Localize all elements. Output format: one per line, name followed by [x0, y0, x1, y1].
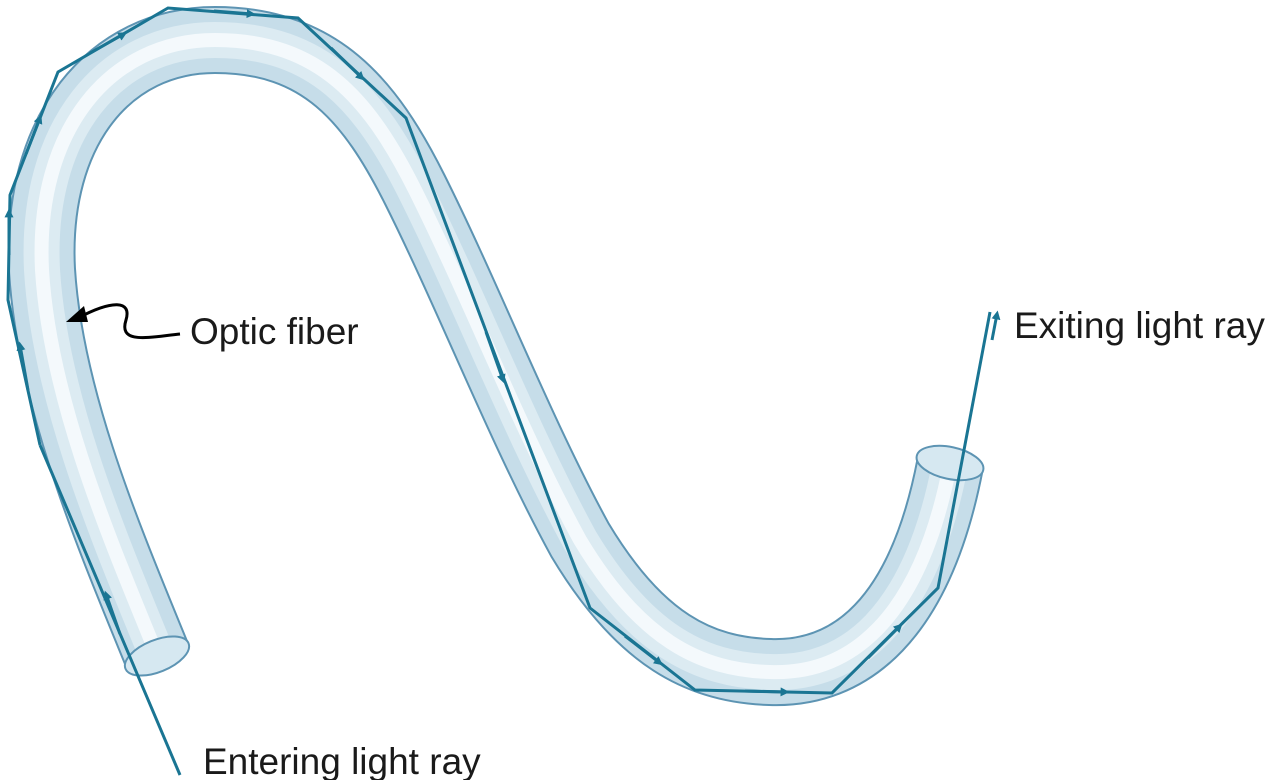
optic-fiber-label: Optic fiber [190, 311, 359, 352]
ray-arrow [744, 687, 790, 697]
ray-arrow [484, 331, 506, 384]
optic-fiber-pointer [66, 303, 181, 340]
optic-fiber-tube [7, 6, 985, 707]
entering-ray-segment [38, 444, 182, 776]
ray-arrow [624, 634, 663, 666]
fiber-highlight [34, 33, 957, 680]
light-ray-zigzag [4, 6, 1001, 776]
ray-arrow [329, 46, 365, 81]
exiting-ray-label: Exiting light ray [1014, 305, 1265, 346]
entering-ray-label: Entering light ray [203, 741, 481, 780]
ray-arrow [89, 32, 128, 55]
ray-arrow [866, 623, 903, 660]
ray-arrow [990, 310, 1001, 341]
ray-arrow [103, 590, 122, 635]
fiber-exit-end [915, 444, 985, 482]
ray-arrow [16, 341, 30, 391]
pointer-arrowhead [66, 306, 88, 322]
pointer-squiggle [77, 303, 181, 340]
fiber-entry-end [123, 635, 191, 677]
ray-arrow [24, 114, 43, 155]
ray-arrow [213, 9, 256, 19]
